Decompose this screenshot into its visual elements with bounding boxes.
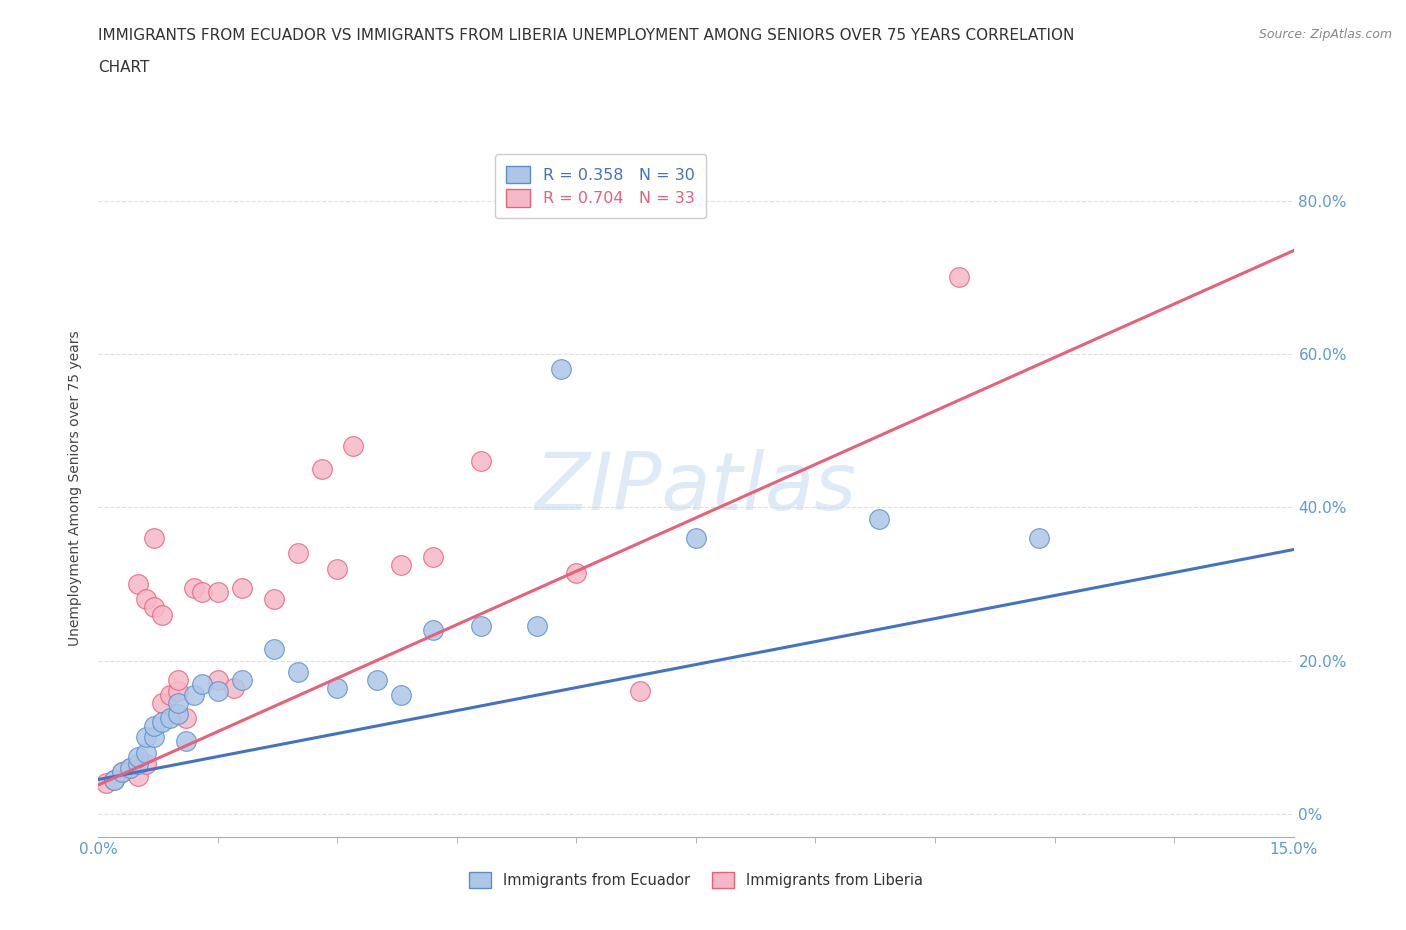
Point [96,776,118,790]
Point [526,618,548,633]
Point [326,562,349,577]
Point [127,757,149,772]
Point [1028,531,1050,546]
Point [103,772,125,787]
Point [150,696,173,711]
Point [127,577,149,591]
Point [135,592,157,607]
Point [470,454,492,469]
Point [120,761,142,776]
Point [143,730,166,745]
Point [167,696,190,711]
Point [685,531,707,546]
Point [167,672,190,687]
Point [143,600,166,615]
Point [111,764,134,779]
Point [222,680,245,695]
Point [143,531,166,546]
Text: Source: ZipAtlas.com: Source: ZipAtlas.com [1258,28,1392,41]
Point [135,757,157,772]
Point [207,672,229,687]
Text: CHART: CHART [98,60,150,75]
Point [183,688,205,703]
Point [287,546,309,561]
Text: ZIPatlas: ZIPatlas [534,449,858,527]
Point [174,711,197,725]
Point [470,618,492,633]
Point [120,761,142,776]
Point [389,557,412,572]
Point [143,718,166,733]
Point [135,745,157,760]
Point [366,672,388,687]
Point [167,684,190,698]
Point [231,580,253,595]
Point [159,711,181,725]
Text: IMMIGRANTS FROM ECUADOR VS IMMIGRANTS FROM LIBERIA UNEMPLOYMENT AMONG SENIORS OV: IMMIGRANTS FROM ECUADOR VS IMMIGRANTS FR… [98,28,1074,43]
Point [389,688,412,703]
Legend: Immigrants from Ecuador, Immigrants from Liberia: Immigrants from Ecuador, Immigrants from… [458,860,934,899]
Point [550,362,572,377]
Point [263,642,285,657]
Point [422,622,444,637]
Point [207,584,229,599]
Point [174,734,197,749]
Point [231,672,253,687]
Point [342,439,364,454]
Point [103,772,125,787]
Point [263,592,285,607]
Point [565,565,588,580]
Point [159,688,181,703]
Point [127,749,149,764]
Point [135,730,157,745]
Point [111,764,134,779]
Y-axis label: Unemployment Among Seniors over 75 years: Unemployment Among Seniors over 75 years [69,330,83,646]
Point [948,270,970,285]
Point [167,707,190,722]
Point [150,607,173,622]
Point [150,714,173,729]
Point [326,680,349,695]
Point [422,550,444,565]
Point [191,676,214,691]
Point [183,580,205,595]
Point [191,584,214,599]
Point [127,768,149,783]
Point [868,512,890,526]
Point [311,461,333,476]
Point [287,665,309,680]
Point [628,684,651,698]
Point [207,684,229,698]
